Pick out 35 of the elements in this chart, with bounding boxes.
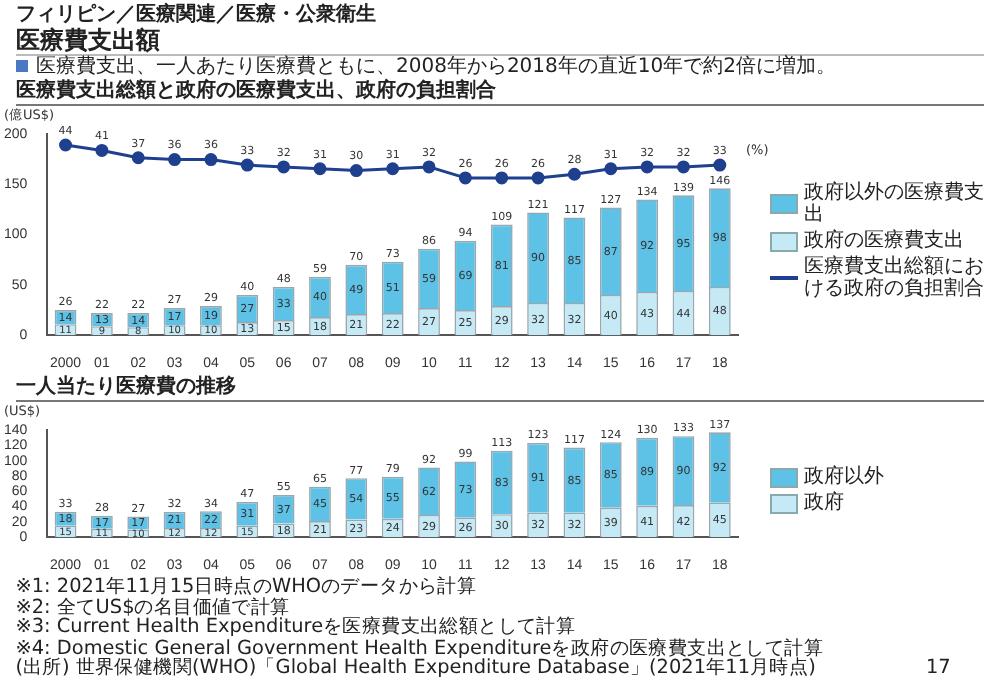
text: 17 — [925, 657, 951, 680]
text: ※2: 全てUS$の名目価値で計算 — [15, 596, 290, 618]
point — [95, 143, 109, 157]
text: 医療費支出、一人あたり医療費ともに、2008年から2018年の直近10年で約2倍に増加。 — [16, 56, 984, 80]
point — [567, 167, 581, 181]
text: ※4: Domestic General Government Health Expenditureを政府の医療費支出として計算 — [15, 637, 826, 659]
point — [168, 153, 182, 167]
text: フィリピン／医療関連／医療・公衆衛生 — [16, 4, 378, 26]
legend-label: 政府の医療費支出 — [804, 230, 964, 252]
point — [349, 164, 363, 178]
point — [204, 153, 218, 167]
chart-title: 医療費支出総額と政府の医療費支出、政府の負担割合 — [16, 80, 984, 106]
point — [604, 162, 618, 176]
text: 医療費支出額 — [16, 26, 984, 56]
text: ※3: Current Health Expenditureを医療費支出総額として計算 — [15, 616, 578, 639]
legend-label: 医療費支出総額における政府の負担割合 — [804, 256, 986, 300]
point — [277, 160, 291, 174]
point — [240, 158, 254, 172]
point — [713, 158, 727, 172]
legend-label: 政府以外 — [804, 466, 884, 488]
legend-label: 政府 — [804, 492, 844, 514]
point — [495, 171, 509, 185]
point — [59, 138, 73, 152]
point — [313, 162, 327, 176]
legend-label: 政府以外の医療費支出 — [804, 182, 986, 226]
chart-title: 一人当たり医療費の推移 — [16, 376, 984, 402]
text: (出所) 世界保健機関(WHO)「Global Health Expenditure Database」(2021年11月時点) — [15, 657, 816, 679]
point — [458, 171, 472, 185]
point — [131, 151, 145, 165]
point — [531, 171, 545, 185]
point — [422, 160, 436, 174]
point — [640, 160, 654, 174]
text: ※1: 2021年11月15日時点のWHOのデータから計算 — [15, 576, 479, 598]
point — [676, 160, 690, 174]
point — [386, 162, 400, 176]
